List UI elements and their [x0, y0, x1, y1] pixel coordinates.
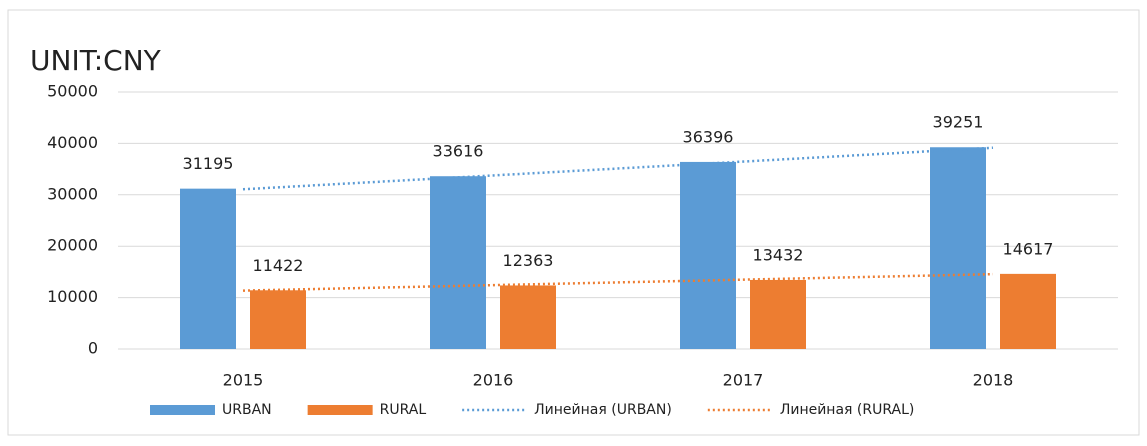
y-tick-label: 30000 — [47, 184, 98, 203]
y-tick-label: 20000 — [47, 236, 98, 255]
x-tick-label: 2016 — [473, 371, 514, 390]
bar — [750, 279, 806, 349]
bar — [180, 188, 236, 349]
value-label: 31195 — [183, 154, 234, 173]
value-label: 11422 — [253, 256, 304, 275]
bar — [500, 285, 556, 349]
legend-swatch — [307, 405, 373, 415]
x-tick-label: 2017 — [723, 371, 764, 390]
legend-label: URBAN — [222, 402, 272, 418]
y-tick-label: 0 — [88, 339, 98, 358]
y-tick-label: 50000 — [47, 82, 98, 101]
trendline — [242, 146, 994, 191]
value-label: 14617 — [1003, 239, 1054, 258]
y-tick-label: 40000 — [47, 133, 98, 152]
value-label: 13432 — [753, 245, 804, 264]
legend-label: Линейная (URBAN) — [534, 402, 672, 418]
value-label: 12363 — [503, 251, 554, 270]
legend-label: Линейная (RURAL) — [780, 402, 915, 418]
value-label: 39251 — [933, 113, 984, 132]
chart-title: UNIT:CNY — [30, 44, 162, 77]
bar — [430, 176, 486, 349]
value-label: 33616 — [433, 142, 484, 161]
bar — [680, 161, 736, 349]
x-tick-label: 2015 — [223, 371, 264, 390]
bar — [930, 147, 986, 349]
bar — [1000, 273, 1056, 349]
x-tick-label: 2018 — [973, 371, 1014, 390]
bar — [250, 290, 306, 349]
y-tick-label: 10000 — [47, 287, 98, 306]
value-label: 36396 — [683, 127, 734, 146]
legend-swatch — [150, 405, 215, 415]
trendline — [242, 272, 994, 292]
legend-label: RURAL — [380, 402, 427, 418]
